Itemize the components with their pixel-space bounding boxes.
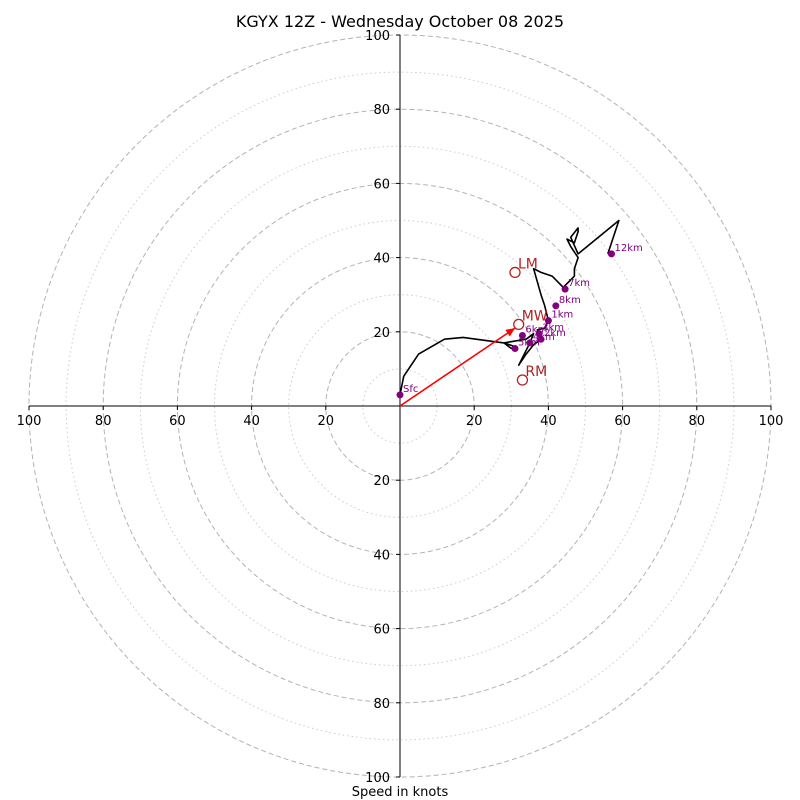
x-tick-label: 40 [243, 414, 260, 429]
height-label-8km: 8km [559, 295, 581, 306]
storm-motion-mw [513, 318, 525, 331]
x-tick-label: 100 [17, 414, 42, 429]
height-markers: Sfc5km6km4km2km3km1km8km7km12km [396, 243, 643, 399]
height-marker-1km [544, 317, 552, 325]
y-tick-label: 20 [373, 474, 390, 489]
x-tick-label: 60 [614, 414, 631, 429]
storm-motion-lm [509, 266, 521, 279]
height-marker-6km [518, 332, 526, 340]
height-marker-7km [561, 285, 569, 293]
y-tick-label: 40 [373, 548, 390, 563]
height-marker-4km [526, 339, 534, 347]
height-marker-sfc [396, 391, 404, 399]
height-label-sfc: Sfc [403, 384, 418, 395]
x-tick-label: 20 [318, 414, 335, 429]
tick-labels: 100 80 60 40 20 20 40 60 80 100 100 80 60 40 20 20 40 60 8… [17, 29, 784, 786]
chart-title: KGYX 12Z - Wednesday October 08 2025 [236, 12, 564, 31]
hodograph-trace [399, 219, 620, 396]
x-tick-label: 80 [95, 414, 112, 429]
hodograph-trace-layer [399, 219, 620, 407]
height-marker-8km [552, 302, 560, 310]
x-tick-label: 80 [689, 414, 706, 429]
x-tick-label: 60 [169, 414, 186, 429]
height-label-7km: 7km [568, 278, 590, 289]
y-tick-label: 80 [373, 697, 390, 712]
y-tick-label: 100 [365, 29, 390, 44]
storm-motion-markers: LM MW RM [509, 256, 548, 386]
shear-vector [399, 327, 516, 407]
height-marker-12km [607, 250, 615, 258]
storm-motion-label-rm: RM [525, 364, 547, 380]
y-tick-label: 40 [373, 252, 390, 267]
y-tick-label: 100 [365, 771, 390, 786]
height-label-6km: 6km [525, 325, 547, 336]
height-label-12km: 12km [614, 243, 642, 254]
height-marker-3km [535, 330, 543, 338]
shear-vector-arrowhead [505, 328, 516, 337]
storm-motion-label-mw: MW [522, 308, 548, 324]
y-tick-label: 80 [373, 103, 390, 118]
height-marker-2km [537, 335, 545, 343]
y-tick-label: 60 [373, 177, 390, 192]
height-marker-5km [511, 344, 519, 352]
height-label-3km: 3km [542, 323, 564, 334]
height-label-1km: 1km [551, 310, 573, 321]
x-tick-label: 40 [540, 414, 557, 429]
y-tick-label: 60 [373, 623, 390, 638]
y-tick-label: 20 [373, 326, 390, 341]
x-tick-label: 100 [759, 414, 784, 429]
x-tick-label: 20 [466, 414, 483, 429]
x-axis-label: Speed in knots [352, 785, 449, 800]
storm-motion-rm [516, 374, 529, 386]
storm-motion-label-lm: LM [518, 256, 538, 272]
height-label-2km: 2km [544, 328, 566, 339]
